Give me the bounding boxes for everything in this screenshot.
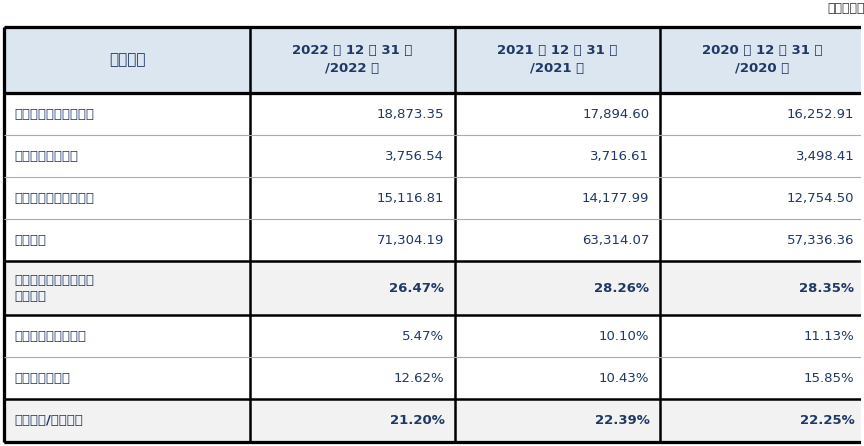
Text: 16,252.91: 16,252.91 [787, 107, 854, 121]
Bar [454, 219, 660, 261]
Text: 57,336.36: 57,336.36 [787, 234, 854, 247]
Bar [4, 400, 250, 442]
Text: 营业收入增长率: 营业收入增长率 [15, 372, 71, 385]
Bar [4, 93, 250, 135]
Bar [454, 178, 660, 219]
Text: 15,116.81: 15,116.81 [377, 192, 444, 205]
Text: 期末应收账款账面价值: 期末应收账款账面价值 [15, 192, 95, 205]
Text: 14,177.99: 14,177.99 [582, 192, 650, 205]
Text: 账面价值/营业收入: 账面价值/营业收入 [15, 414, 84, 427]
Bar [250, 27, 454, 93]
Text: 期末坏账准备余额: 期末坏账准备余额 [15, 150, 79, 163]
Bar [454, 315, 660, 357]
Bar [454, 357, 660, 400]
Bar [454, 93, 660, 135]
Text: 71,304.19: 71,304.19 [377, 234, 444, 247]
Text: 5.47%: 5.47% [403, 330, 444, 343]
Text: 2022 年 12 月 31 日
/2022 年: 2022 年 12 月 31 日 /2022 年 [292, 45, 412, 75]
Text: 应收账款: 应收账款 [109, 53, 145, 67]
Bar [660, 135, 864, 178]
Bar [4, 27, 250, 93]
Text: 3,498.41: 3,498.41 [796, 150, 854, 163]
Text: 17,894.60: 17,894.60 [582, 107, 650, 121]
Text: 28.26%: 28.26% [594, 282, 650, 295]
Bar [660, 178, 864, 219]
Bar [250, 261, 454, 315]
Text: 12,754.50: 12,754.50 [787, 192, 854, 205]
Bar [250, 93, 454, 135]
Bar [660, 357, 864, 400]
Bar [660, 219, 864, 261]
Bar [4, 261, 250, 315]
Text: 18,873.35: 18,873.35 [377, 107, 444, 121]
Bar [454, 27, 660, 93]
Text: 3,716.61: 3,716.61 [590, 150, 650, 163]
Bar [660, 27, 864, 93]
Text: 3,756.54: 3,756.54 [385, 150, 444, 163]
Text: 28.35%: 28.35% [799, 282, 854, 295]
Text: 2020 年 12 月 31 日
/2020 年: 2020 年 12 月 31 日 /2020 年 [702, 45, 823, 75]
Bar [454, 135, 660, 178]
Text: 12.62%: 12.62% [394, 372, 444, 385]
Text: 11.13%: 11.13% [804, 330, 854, 343]
Bar [660, 400, 864, 442]
Text: 21.20%: 21.20% [390, 414, 444, 427]
Text: 22.39%: 22.39% [594, 414, 650, 427]
Text: 应收账款余额增长率: 应收账款余额增长率 [15, 330, 86, 343]
Bar [660, 93, 864, 135]
Bar [660, 261, 864, 315]
Bar [4, 357, 250, 400]
Text: 2021 年 12 月 31 日
/2021 年: 2021 年 12 月 31 日 /2021 年 [497, 45, 618, 75]
Text: 单位：万元: 单位：万元 [827, 2, 864, 15]
Bar [4, 219, 250, 261]
Bar [250, 219, 454, 261]
Text: 应收账款余额占营业收
入的比例: 应收账款余额占营业收 入的比例 [15, 274, 95, 303]
Bar [4, 135, 250, 178]
Text: 26.47%: 26.47% [390, 282, 444, 295]
Bar [250, 135, 454, 178]
Bar [454, 261, 660, 315]
Bar [4, 178, 250, 219]
Text: 15.85%: 15.85% [804, 372, 854, 385]
Bar [250, 357, 454, 400]
Text: 10.43%: 10.43% [599, 372, 650, 385]
Bar [250, 178, 454, 219]
Bar [250, 315, 454, 357]
Bar [250, 400, 454, 442]
Text: 期末应收账款账面余额: 期末应收账款账面余额 [15, 107, 95, 121]
Bar [454, 400, 660, 442]
Text: 10.10%: 10.10% [599, 330, 650, 343]
Bar [660, 315, 864, 357]
Text: 营业收入: 营业收入 [15, 234, 47, 247]
Text: 22.25%: 22.25% [800, 414, 854, 427]
Bar [4, 315, 250, 357]
Text: 63,314.07: 63,314.07 [582, 234, 650, 247]
